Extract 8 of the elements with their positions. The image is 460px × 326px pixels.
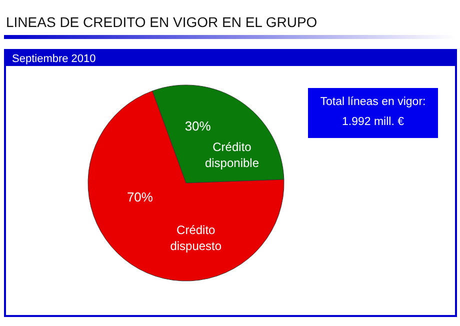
- data-label: 70%: [126, 190, 154, 205]
- slice-label: Crédito dispuesto: [170, 222, 222, 253]
- chart-subtitle: Septiembre 2010: [12, 53, 96, 65]
- text: 1.992 mill. €: [342, 116, 405, 128]
- slice-label: Crédito disponible: [204, 140, 260, 170]
- text: Total líneas en vigor:: [320, 96, 426, 108]
- data-label: 30%: [184, 118, 212, 134]
- chart-title: LINEAS DE CREDITO EN VIGOR EN EL GRUPO: [6, 14, 318, 30]
